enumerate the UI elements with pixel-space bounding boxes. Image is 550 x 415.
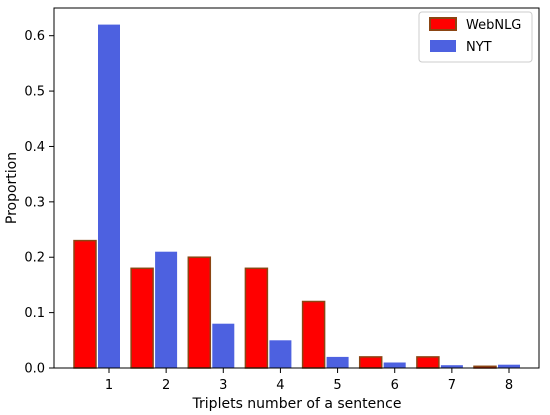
x-tick-label: 7 (448, 378, 456, 393)
bar-nyt-6 (383, 362, 406, 368)
bar-nyt-7 (440, 365, 463, 368)
legend-label-webnlg: WebNLG (466, 18, 521, 33)
x-axis-label: Triplets number of a sentence (192, 396, 402, 412)
bar-webnlg-3 (187, 256, 212, 369)
y-tick-label: 0.0 (24, 362, 45, 377)
bar-webnlg-6 (358, 356, 383, 369)
plot-frame (53, 7, 540, 369)
bar-nyt-8 (498, 364, 520, 368)
bar-webnlg-1 (73, 239, 97, 369)
bar-webnlg-2 (130, 267, 154, 369)
bar-webnlg-4 (244, 267, 269, 369)
y-axis: 0.0 0.1 0.2 0.3 0.4 0.5 0.6 (24, 29, 54, 377)
y-axis-label: Proportion (4, 152, 20, 224)
bar-webnlg-7 (416, 356, 440, 369)
x-tick-label: 3 (219, 378, 227, 393)
legend-label-nyt: NYT (466, 40, 492, 55)
x-tick-label: 1 (105, 378, 113, 393)
y-tick-label: 0.1 (24, 306, 45, 321)
bar-webnlg-5 (301, 300, 326, 369)
legend-swatch-webnlg (429, 17, 457, 31)
legend-swatch-nyt (430, 40, 456, 52)
x-tick-label: 6 (391, 378, 399, 393)
y-tick-label: 0.2 (24, 251, 45, 266)
bar-nyt-1 (98, 24, 120, 368)
bar-nyt-5 (326, 356, 349, 368)
bar-nyt-2 (155, 251, 178, 368)
x-tick-label: 8 (505, 378, 513, 393)
bar-nyt-4 (269, 340, 292, 368)
y-tick-label: 0.3 (24, 195, 45, 210)
y-tick-label: 0.4 (24, 140, 45, 155)
bar-nyt-3 (212, 323, 235, 368)
y-tick-label: 0.5 (24, 85, 45, 100)
legend: WebNLG NYT (418, 11, 533, 63)
x-tick-label: 4 (276, 378, 284, 393)
x-tick-label: 5 (333, 378, 341, 393)
x-tick-label: 2 (162, 378, 170, 393)
y-tick-label: 0.6 (24, 29, 45, 44)
x-axis: 1 2 3 4 5 6 7 8 (105, 368, 513, 393)
